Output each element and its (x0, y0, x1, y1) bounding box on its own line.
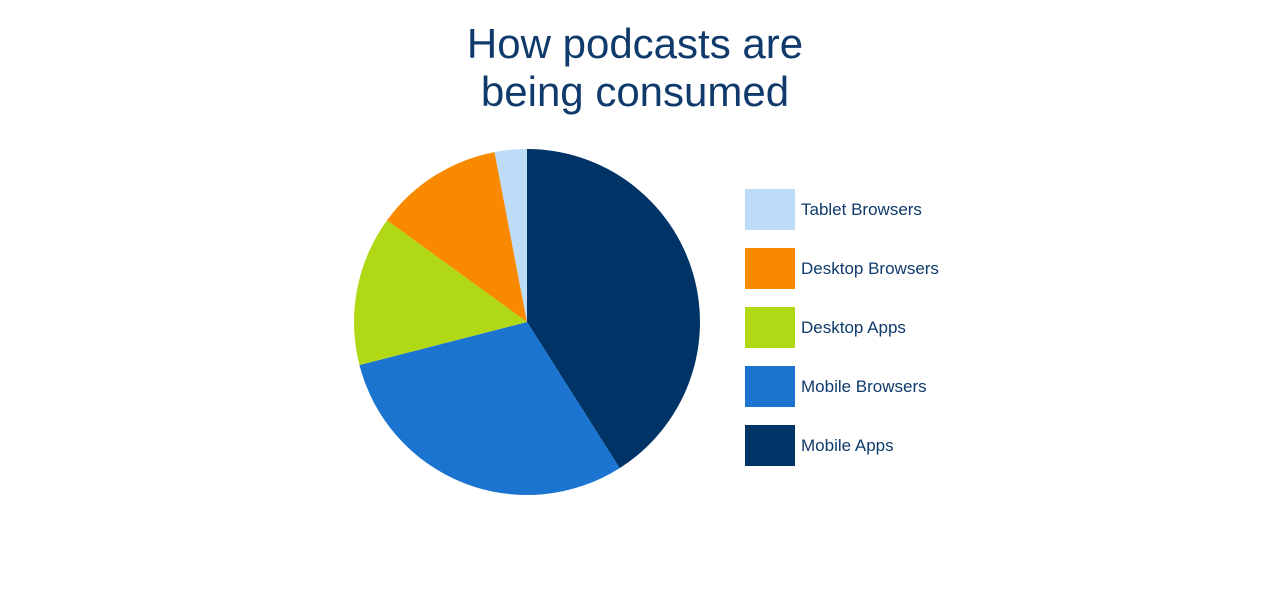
chart-title-line-2: being consumed (480, 68, 790, 115)
chart-title-line-1: How podcasts are (466, 20, 804, 67)
legend-swatch-mobile-browsers (745, 366, 795, 407)
pie-slice-mobile-browsers (359, 322, 620, 496)
legend-swatch-desktop-apps (745, 307, 795, 348)
legend-swatch-desktop-browsers (745, 248, 795, 289)
legend-label-desktop-browsers: Desktop Browsers (801, 259, 939, 278)
pie-slice-tablet-browsers (494, 149, 527, 322)
legend-label-mobile-browsers: Mobile Browsers (801, 377, 927, 396)
legend-swatch-mobile-apps (745, 425, 795, 466)
pie-slice-desktop-apps (354, 220, 527, 366)
legend-label-tablet-browsers: Tablet Browsers (801, 200, 922, 219)
legend-label-mobile-apps: Mobile Apps (801, 436, 894, 455)
pie-slice-mobile-apps (527, 149, 700, 469)
legend-swatch-tablet-browsers (745, 189, 795, 230)
legend-label-desktop-apps: Desktop Apps (801, 318, 906, 337)
pie-slice-desktop-browsers (387, 152, 527, 322)
chart-title: How podcasts are being consumed (0, 20, 1270, 116)
